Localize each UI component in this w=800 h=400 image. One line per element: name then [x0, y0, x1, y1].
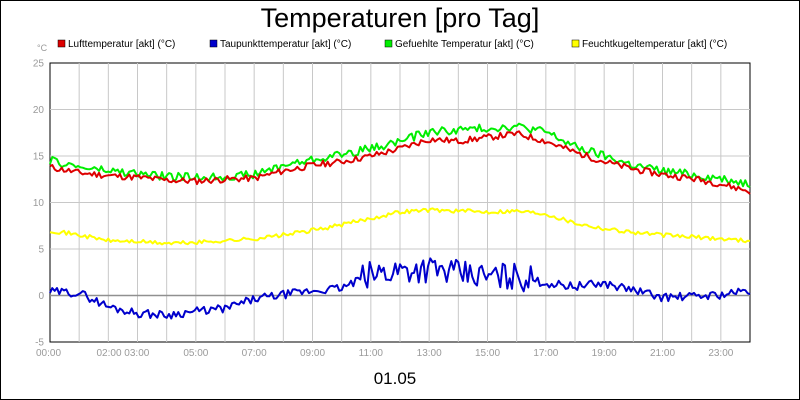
y-axis-unit: °C: [37, 43, 48, 53]
y-tick-label: 0: [38, 291, 44, 302]
x-tick-label: 23:00: [708, 348, 733, 359]
y-tick-label: 10: [33, 198, 45, 209]
series-layer: [49, 122, 751, 320]
legend-swatch: [57, 39, 66, 48]
series-line: [49, 257, 751, 320]
x-tick-label: 21:00: [650, 348, 675, 359]
x-tick-label: 07:00: [242, 348, 267, 359]
legend-label: Feuchtkugeltemperatur [akt] (°C): [582, 39, 727, 50]
x-tick-label: 11:00: [359, 348, 384, 359]
legend: Lufttemperatur [akt] (°C) Taupunkttempera…: [57, 39, 727, 50]
x-tick-label: 19:00: [592, 348, 617, 359]
chart-title: Temperaturen [pro Tag]: [261, 3, 540, 33]
legend-label: Gefuehlte Temperatur [akt] (°C): [395, 39, 534, 50]
x-tick-label: 17:00: [533, 348, 558, 359]
x-tick-label: 02:00 03:00: [97, 348, 150, 359]
legend-label: Taupunkttemperatur [akt] (°C): [220, 39, 351, 50]
legend-swatch: [209, 39, 218, 48]
y-tick-label: 20: [33, 105, 45, 116]
legend-swatch: [571, 39, 580, 48]
y-tick-labels: 25 20 15 10 5 0 -5: [33, 59, 45, 349]
x-tick-label: 15:00: [475, 348, 500, 359]
x-tick-label: 13:00: [417, 348, 442, 359]
x-tick-label: 09:00: [300, 348, 325, 359]
x-axis-label: 01.05: [374, 369, 417, 388]
x-tick-label: 05:00: [183, 348, 208, 359]
y-tick-label: 25: [33, 59, 45, 70]
y-tick-label: 15: [33, 152, 45, 163]
x-tick-labels: 00:00 02:00 03:00 05:00 07:00 09:00 11:00 13:0…: [36, 348, 734, 359]
series-line: [49, 130, 751, 195]
series-line: [49, 207, 751, 246]
legend-label: Lufttemperatur [akt] (°C): [68, 39, 175, 50]
series-line: [49, 122, 751, 189]
legend-swatch: [384, 39, 393, 48]
grid: [50, 63, 750, 342]
y-tick-label: -5: [35, 338, 44, 349]
y-tick-label: 5: [38, 245, 44, 256]
x-tick-label: 00:00: [36, 348, 61, 359]
